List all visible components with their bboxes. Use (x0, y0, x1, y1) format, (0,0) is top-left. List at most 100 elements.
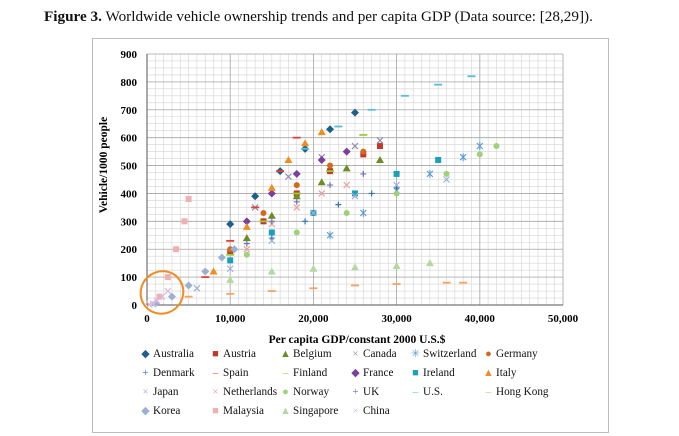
legend-marker: – (412, 385, 419, 398)
series-belgium (242, 155, 384, 242)
data-point (309, 264, 318, 272)
data-point (443, 176, 450, 183)
x-tick-label: 30,000 (381, 313, 412, 325)
data-point (293, 203, 301, 211)
legend-label: Australia (153, 348, 195, 360)
y-tick-label: 500 (121, 161, 138, 173)
data-point (476, 151, 483, 158)
legend-label: Korea (153, 405, 181, 417)
data-point (292, 192, 301, 200)
series-france (242, 147, 351, 226)
legend-marker: × (212, 385, 219, 398)
legend-marker: × (142, 385, 149, 398)
legend-marker: ▲ (280, 404, 291, 417)
legend-item: × China (350, 405, 389, 417)
figure-caption: Figure 3. Worldwide vehicle ownership tr… (44, 8, 664, 26)
series-denmark (268, 184, 400, 242)
legend-label: Austria (223, 348, 256, 360)
data-point (327, 182, 334, 189)
legend-item: – Hong Kong (483, 386, 549, 398)
data-point (167, 292, 176, 301)
data-point (267, 183, 276, 191)
legend-item: ● Germany (483, 348, 537, 360)
legend-item: – Spain (210, 367, 249, 379)
data-point (284, 155, 293, 163)
data-point (351, 192, 359, 200)
data-point (425, 259, 434, 267)
series-australia (226, 108, 359, 229)
axes: 0 100 200 300 400 500 600 700 800 900 0 10,000 20,00… (121, 49, 579, 325)
legend-label: UK (363, 386, 380, 398)
y-tick-label: 800 (121, 77, 138, 89)
data-point (393, 181, 401, 189)
data-point (392, 261, 401, 269)
data-point (193, 284, 201, 292)
data-point (267, 211, 276, 219)
data-point (443, 170, 450, 177)
legend-marker: ◆ (141, 404, 150, 417)
legend-label: France (363, 367, 394, 379)
legend-item: + Denmark (140, 366, 194, 379)
data-point (230, 245, 239, 254)
legend-item: – U.S. (410, 386, 443, 398)
legend-item: × Canada (350, 348, 397, 360)
legend-label: U.S. (423, 386, 443, 398)
legend-marker: ▲ (483, 366, 494, 379)
data-point (226, 265, 234, 273)
data-point (351, 263, 359, 271)
data-point (267, 189, 276, 198)
legend-item: ◆ France (350, 367, 393, 379)
legend-item: ◆ Korea (140, 405, 180, 417)
data-point (164, 287, 172, 295)
series-hong-kong (184, 281, 468, 298)
data-point (292, 169, 301, 178)
legend-marker: – (282, 366, 289, 379)
legend-item: ✳ Switzerland (410, 348, 477, 360)
y-tick-label: 600 (121, 133, 138, 145)
data-point (156, 293, 163, 300)
y-tick-label: 100 (121, 272, 138, 284)
series-ireland (227, 156, 442, 264)
highlight-ellipse (139, 270, 185, 315)
series-malaysia (156, 196, 192, 300)
legend-marker: ▲ (280, 347, 291, 360)
data-point (327, 162, 334, 169)
data-point (173, 246, 180, 253)
data-point (243, 251, 250, 258)
data-point (185, 196, 192, 203)
annotation-group (139, 270, 185, 315)
data-point (326, 231, 334, 240)
data-point (226, 275, 235, 283)
legend-label: Spain (223, 367, 249, 379)
data-point (375, 155, 384, 163)
data-point (227, 246, 234, 253)
data-point (376, 137, 384, 144)
data-point (360, 148, 367, 155)
data-point (342, 164, 351, 172)
data-point (164, 274, 171, 281)
legend-item: ▲ Italy (483, 366, 516, 379)
legend-marker: ◆ (351, 366, 360, 379)
data-point (226, 220, 235, 229)
y-tick-label: 400 (121, 188, 138, 200)
legend-label: Canada (363, 348, 397, 360)
series-u-s- (301, 75, 476, 150)
data-point (181, 218, 188, 225)
legend-marker: + (142, 366, 149, 379)
legend-label: Japan (153, 386, 179, 398)
y-tick-label: 200 (121, 244, 138, 256)
legend-item: ■ Ireland (410, 367, 455, 379)
legend-item: × Netherlands (210, 386, 277, 398)
legend-label: Norway (293, 386, 330, 398)
data-point (184, 281, 193, 290)
y-tick-label: 300 (121, 216, 138, 228)
data-point (285, 173, 292, 181)
series-china (146, 287, 172, 308)
legend-marker: ■ (412, 366, 419, 379)
legend-item: ■ Austria (210, 348, 256, 360)
data-point (243, 240, 250, 247)
data-point (242, 217, 251, 226)
data-point (268, 237, 276, 245)
data-point (393, 170, 400, 177)
